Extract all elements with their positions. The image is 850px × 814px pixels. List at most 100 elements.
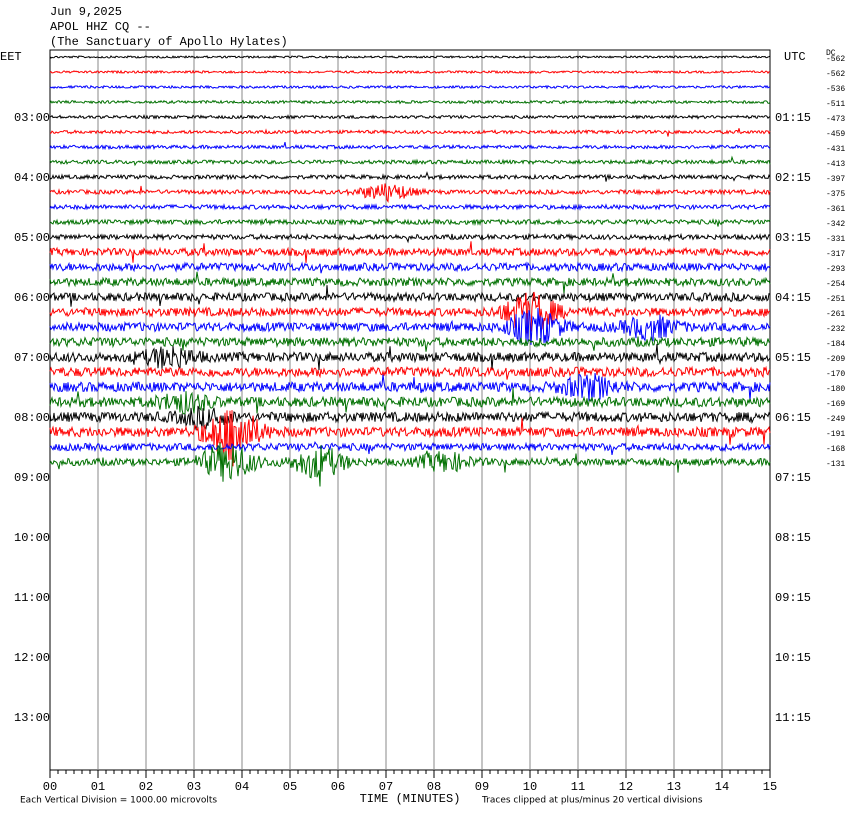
trace: [49, 307, 771, 345]
trace: [49, 336, 771, 352]
trace: [49, 410, 771, 467]
trace: [49, 388, 771, 415]
trace-offset: -131: [826, 460, 845, 469]
trace-offset: -168: [826, 445, 845, 454]
trace-offset: -249: [826, 415, 845, 424]
trace-offset: -562: [826, 55, 845, 64]
trace: [49, 343, 771, 371]
x-tick-label: 09: [475, 780, 489, 794]
trace-offset: -361: [826, 205, 845, 214]
date: Jun 9,2025: [50, 5, 122, 19]
x-axis-title: TIME (MINUTES): [360, 792, 461, 806]
trace: [49, 54, 771, 59]
trace: [49, 217, 771, 227]
trace-offset: -251: [826, 295, 845, 304]
trace-offset: -180: [826, 385, 845, 394]
trace-offset: -562: [826, 70, 845, 79]
trace: [49, 291, 770, 334]
trace: [49, 183, 771, 204]
x-tick-label: 12: [619, 780, 633, 794]
trace-offset: -473: [826, 115, 845, 124]
right-hour-label: 09:15: [775, 591, 811, 605]
trace-offset: -511: [826, 100, 845, 109]
left-hour-label: 07:00: [14, 351, 50, 365]
x-tick-label: 11: [571, 780, 585, 794]
right-hour-label: 06:15: [775, 411, 811, 425]
left-hour-label: 10:00: [14, 531, 50, 545]
trace: [49, 441, 771, 455]
left-hour-label: 05:00: [14, 231, 50, 245]
trace: [49, 405, 771, 431]
trace-offset: -536: [826, 85, 845, 94]
trace: [49, 171, 771, 182]
station: APOL HHZ CQ --: [50, 20, 151, 34]
trace: [49, 155, 771, 167]
right-hour-label: 05:15: [775, 351, 811, 365]
trace: [49, 114, 771, 120]
x-tick-label: 02: [139, 780, 153, 794]
x-tick-label: 03: [187, 780, 201, 794]
x-tick-label: 00: [43, 780, 57, 794]
x-tick-label: 15: [763, 780, 777, 794]
trace: [49, 442, 771, 487]
trace-offset: -209: [826, 355, 845, 364]
trace: [49, 365, 771, 380]
site: (The Sanctuary of Apollo Hylates): [50, 35, 288, 49]
right-hour-label: 10:15: [775, 651, 811, 665]
x-tick-label: 07: [379, 780, 393, 794]
trace-offset: -169: [826, 400, 845, 409]
trace: [49, 271, 771, 294]
trace: [49, 128, 771, 137]
left-hour-label: 11:00: [14, 591, 50, 605]
trace-offset: -375: [826, 190, 845, 199]
trace: [49, 285, 771, 307]
x-tick-label: 08: [427, 780, 441, 794]
trace-offset: -431: [826, 145, 845, 154]
left-hour-label: 13:00: [14, 711, 50, 725]
trace-offset: -184: [826, 340, 845, 349]
trace-offset: -317: [826, 250, 845, 259]
trace-offset: -261: [826, 310, 845, 319]
trace: [49, 99, 771, 105]
right-hour-label: 11:15: [775, 711, 811, 725]
right-axis-title: UTC: [784, 50, 806, 64]
x-tick-label: 01: [91, 780, 105, 794]
x-tick-label: 13: [667, 780, 681, 794]
right-hour-label: 02:15: [775, 171, 811, 185]
left-axis-title: EET: [0, 50, 22, 64]
dc-label: DC: [826, 49, 836, 58]
trace: [49, 373, 771, 402]
trace-offset: -232: [826, 325, 845, 334]
x-tick-label: 04: [235, 780, 249, 794]
right-hour-label: 07:15: [775, 471, 811, 485]
left-hour-label: 09:00: [14, 471, 50, 485]
x-tick-label: 14: [715, 780, 729, 794]
x-tick-label: 10: [523, 780, 537, 794]
trace-offset: -254: [826, 280, 845, 289]
trace-offset: -191: [826, 430, 845, 439]
left-hour-label: 03:00: [14, 111, 50, 125]
right-hour-label: 03:15: [775, 231, 811, 245]
x-tick-label: 06: [331, 780, 345, 794]
right-hour-label: 01:15: [775, 111, 811, 125]
trace: [49, 84, 771, 90]
right-hour-label: 04:15: [775, 291, 811, 305]
left-hour-label: 04:00: [14, 171, 50, 185]
right-hour-label: 08:15: [775, 531, 811, 545]
trace: [49, 69, 770, 75]
trace-offset: -293: [826, 265, 845, 274]
trace-offset: -413: [826, 160, 845, 169]
trace-offset: -459: [826, 130, 845, 139]
left-hour-label: 12:00: [14, 651, 50, 665]
trace: [49, 261, 771, 274]
left-hour-label: 08:00: [14, 411, 50, 425]
trace-offset: -331: [826, 235, 845, 244]
trace: [49, 241, 771, 263]
trace: [49, 141, 771, 151]
trace-offset: -342: [826, 220, 845, 229]
trace-offset: -397: [826, 175, 845, 184]
trace: [49, 203, 771, 212]
trace-offset: -170: [826, 370, 845, 379]
